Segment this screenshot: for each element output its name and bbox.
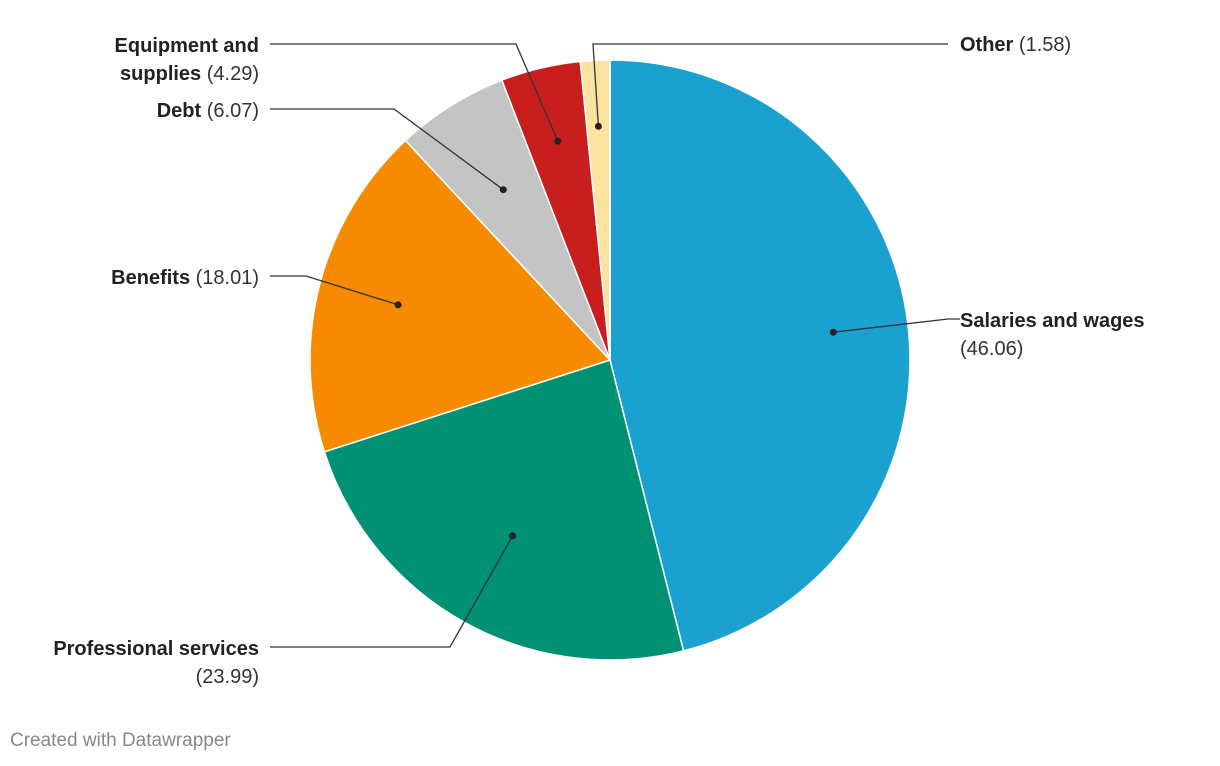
leader-line-other: [592, 43, 948, 127]
leader-line-professional-services: [270, 535, 514, 648]
leader-dot-equipment-and-supplies: [554, 137, 562, 145]
label-other-line: Other (1.58): [960, 34, 1071, 56]
leader-lines: [270, 43, 960, 648]
leader-dot-benefits: [394, 301, 402, 309]
value-salaries-and-wages: (46.06): [960, 338, 1023, 360]
leader-line-debt: [270, 108, 504, 191]
value-equipment-and-supplies: (4.29): [207, 63, 259, 85]
label-other: Other: [960, 34, 1014, 56]
value-benefits: (18.01): [196, 267, 259, 289]
label-equipment-line1: Equipment and: [115, 35, 259, 57]
pie-slices: [309, 59, 911, 661]
leader-line-salaries-and-wages: [833, 318, 960, 333]
footer-credit: Created with Datawrapper: [10, 730, 231, 751]
label-equipment-line2-group: supplies (4.29): [120, 63, 259, 85]
label-debt: Debt: [157, 100, 202, 122]
label-debt-line: Debt (6.07): [157, 100, 259, 122]
value-other: (1.58): [1019, 34, 1071, 56]
pie-slice-other: [579, 59, 611, 361]
label-benefits-line: Benefits (18.01): [111, 267, 259, 289]
label-equipment-line2: supplies: [120, 63, 201, 85]
leader-dot-debt: [499, 186, 507, 194]
pie-slice-benefits: [309, 139, 612, 453]
leader-dot-professional-services: [509, 532, 517, 540]
leader-line-benefits: [270, 275, 399, 306]
label-benefits: Benefits: [111, 267, 190, 289]
pie-slice-salaries-and-wages: [609, 59, 911, 652]
value-professional-services: (23.99): [196, 666, 259, 688]
leader-line-equipment-and-supplies: [270, 43, 559, 142]
value-debt: (6.07): [207, 100, 259, 122]
leader-dot-salaries-and-wages: [829, 328, 837, 336]
label-professional-services: Professional services: [53, 638, 259, 660]
leader-dot-other: [594, 122, 602, 130]
label-salaries-and-wages: Salaries and wages: [960, 310, 1145, 332]
